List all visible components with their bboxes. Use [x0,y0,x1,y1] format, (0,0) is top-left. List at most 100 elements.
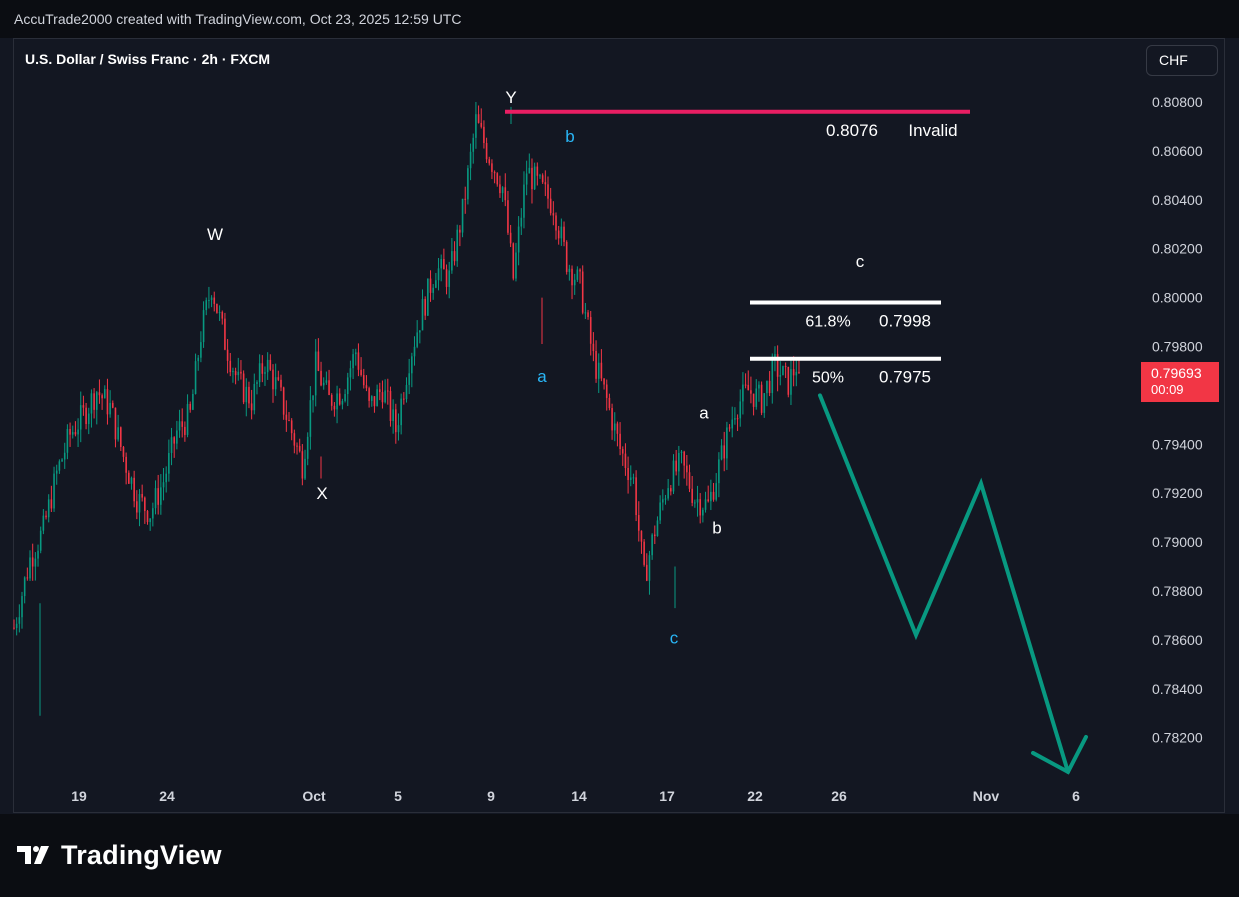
currency-button[interactable]: CHF [1146,45,1218,76]
candle-body [483,126,485,144]
candle-body [437,268,440,281]
projection-line[interactable] [818,393,1070,774]
candle-body [699,499,701,516]
candle-body [381,392,384,403]
candle-body [258,363,261,383]
candle-body [640,530,643,542]
candle-body [416,332,418,347]
candle-body [144,497,146,512]
candle-body [229,360,232,373]
candle-body [93,393,95,410]
symbol-title[interactable]: U.S. Dollar / Swiss Franc · 2h · FXCM [25,51,271,67]
candle-body [55,470,58,474]
candle-body [739,401,742,419]
candle-body [90,393,93,414]
fib-level-value: 0.7975 [879,368,931,387]
y-tick-label: 0.78600 [1152,632,1203,648]
candle-body [47,499,50,518]
candle-body [790,369,792,395]
projection-arrowhead[interactable] [1031,734,1088,775]
horizontal-levels[interactable]: 0.8076 Invalid 61.8% 0.7998 50% 0.7975 [505,109,970,387]
candle-body [552,213,555,216]
candle-body [264,372,266,374]
candle-body [205,300,208,311]
candle-body [117,427,119,440]
candle-body [98,392,101,396]
candle-body [480,122,483,127]
candle-body [515,252,517,279]
candle-body [779,375,782,377]
candle-body [715,483,718,500]
candle-body [330,394,333,406]
wave-label: X [316,484,327,503]
candle-body [125,456,127,473]
candle-body [133,477,135,502]
candle-body [421,299,424,331]
candle-body [694,502,696,504]
y-tick-label: 0.79800 [1152,339,1203,355]
candle-body [352,354,354,369]
projection-path[interactable] [818,393,1088,775]
x-tick-label: Nov [973,788,1000,804]
candle-body [360,369,362,376]
candle-body [21,596,23,618]
candle-body [579,269,581,272]
candle-body [798,371,800,373]
candle-body [702,509,704,516]
fib-level-percent: 61.8% [805,313,850,330]
invalid-level-label: Invalid [908,121,957,140]
candle-body [624,453,627,468]
wave-label: Y [505,88,516,107]
candle-body [272,369,274,390]
candle-body [443,258,445,270]
candle-body [216,303,218,313]
candle-body [362,375,365,386]
candle-body [464,198,467,200]
candle-body [774,354,776,359]
candle-body [213,297,216,304]
candle-body [429,278,432,293]
candle-body [290,420,293,434]
candle-body [726,427,728,459]
y-tick-label: 0.78400 [1152,681,1203,697]
candle-body [704,499,707,510]
candle-body [322,382,325,386]
candle-body [509,232,512,244]
candle-body [411,356,413,374]
x-tick-label: 26 [831,788,847,804]
candle-body [720,445,723,460]
chart-panel[interactable] [13,38,1225,813]
candle-body [750,390,752,394]
candle-body [563,226,565,242]
candle-body [120,427,122,447]
tradingview-logo[interactable]: TradingView [17,840,222,870]
candle-body [758,384,760,389]
candle-body [440,258,442,269]
candle-body [29,557,31,579]
candle-body [71,432,74,435]
candle-body [301,451,304,479]
candle-body [306,436,309,459]
candle-body [571,268,573,286]
candle-body [221,312,224,319]
candle-body [782,366,784,376]
candle-body [282,387,285,415]
candle-body [314,351,317,396]
candle-body [523,184,525,218]
candle-body [403,398,405,400]
candle-body [680,451,683,453]
candle-body [576,269,579,280]
candle-body [656,520,659,537]
candle-body [114,407,117,440]
candle-body [280,379,282,388]
candle-body [451,251,453,271]
x-tick-label: 5 [394,788,402,804]
candle-body [192,393,194,410]
candle-body [619,433,621,450]
candle-body [237,371,240,376]
candle-body [600,362,603,379]
candle-body [528,167,531,174]
candle-body [269,359,272,370]
y-tick-label: 0.80200 [1152,241,1203,257]
